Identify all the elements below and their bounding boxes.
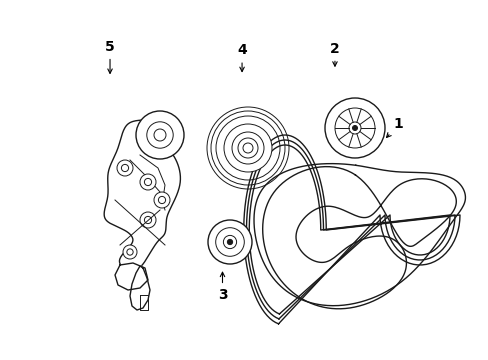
Circle shape: [325, 98, 384, 158]
Circle shape: [231, 132, 264, 164]
Circle shape: [223, 235, 236, 249]
Circle shape: [224, 124, 271, 172]
Polygon shape: [104, 119, 180, 271]
Circle shape: [352, 126, 357, 130]
Circle shape: [140, 174, 156, 190]
Circle shape: [348, 122, 360, 134]
Circle shape: [158, 197, 165, 204]
Text: 3: 3: [217, 272, 227, 302]
Circle shape: [126, 249, 133, 255]
Circle shape: [334, 108, 374, 148]
Circle shape: [207, 220, 251, 264]
Polygon shape: [130, 266, 150, 310]
Circle shape: [146, 122, 173, 148]
Text: 4: 4: [237, 44, 246, 72]
Text: 2: 2: [329, 42, 339, 66]
Circle shape: [123, 245, 137, 259]
Circle shape: [154, 192, 170, 208]
Circle shape: [215, 228, 244, 256]
Circle shape: [136, 111, 183, 159]
Circle shape: [117, 160, 133, 176]
Circle shape: [243, 143, 252, 153]
Circle shape: [238, 138, 258, 158]
Text: 1: 1: [386, 117, 403, 138]
Circle shape: [154, 129, 165, 141]
Polygon shape: [115, 263, 148, 290]
Circle shape: [121, 165, 128, 172]
Circle shape: [144, 179, 151, 186]
Circle shape: [144, 216, 151, 224]
Text: 5: 5: [105, 40, 115, 73]
Circle shape: [227, 239, 232, 245]
Circle shape: [140, 212, 156, 228]
